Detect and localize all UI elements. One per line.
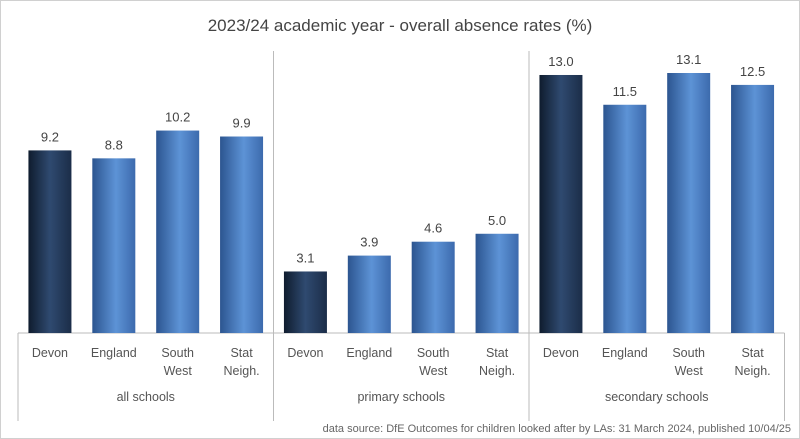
group-label: secondary schools <box>605 390 709 404</box>
category-label: Stat <box>486 346 509 360</box>
category-label: South <box>672 346 705 360</box>
category-label: Devon <box>543 346 579 360</box>
bar-south-west <box>156 130 200 333</box>
bar-stat-neigh- <box>475 233 519 333</box>
data-label: 9.9 <box>233 116 251 131</box>
chart-title: 2023/24 academic year - overall absence … <box>208 16 593 35</box>
category-label: West <box>675 364 704 378</box>
bar-south-west <box>411 241 455 333</box>
category-label: England <box>346 346 392 360</box>
data-label: 13.0 <box>548 54 573 69</box>
data-label: 3.1 <box>296 250 314 265</box>
data-label: 5.0 <box>488 213 506 228</box>
data-label: 8.8 <box>105 137 123 152</box>
data-label: 10.2 <box>165 110 190 125</box>
group-label: primary schools <box>357 390 445 404</box>
bar-england <box>347 255 391 333</box>
category-label: West <box>419 364 448 378</box>
category-label: England <box>91 346 137 360</box>
bar-stat-neigh- <box>220 136 264 333</box>
data-label: 4.6 <box>424 221 442 236</box>
bar-devon <box>283 271 327 333</box>
data-label: 13.1 <box>676 52 701 67</box>
category-label: Stat <box>230 346 253 360</box>
category-label: Neigh. <box>734 364 770 378</box>
category-label: South <box>417 346 450 360</box>
source-note: data source: DfE Outcomes for children l… <box>323 423 791 435</box>
bar-england <box>92 158 136 333</box>
data-label: 11.5 <box>613 84 637 99</box>
bar-devon <box>539 74 583 333</box>
category-label: England <box>602 346 648 360</box>
data-label: 9.2 <box>41 129 59 144</box>
category-label: Stat <box>741 346 764 360</box>
bar-england <box>603 104 647 333</box>
category-label: West <box>164 364 193 378</box>
category-label: Neigh. <box>479 364 515 378</box>
category-label: Devon <box>287 346 323 360</box>
category-label: South <box>161 346 194 360</box>
data-label: 12.5 <box>740 64 765 79</box>
bar-devon <box>28 150 72 333</box>
bar-stat-neigh- <box>731 84 775 334</box>
category-label: Devon <box>32 346 68 360</box>
group-label: all schools <box>117 390 175 404</box>
data-label: 3.9 <box>360 235 378 250</box>
bar-south-west <box>667 73 711 333</box>
category-label: Neigh. <box>223 364 259 378</box>
